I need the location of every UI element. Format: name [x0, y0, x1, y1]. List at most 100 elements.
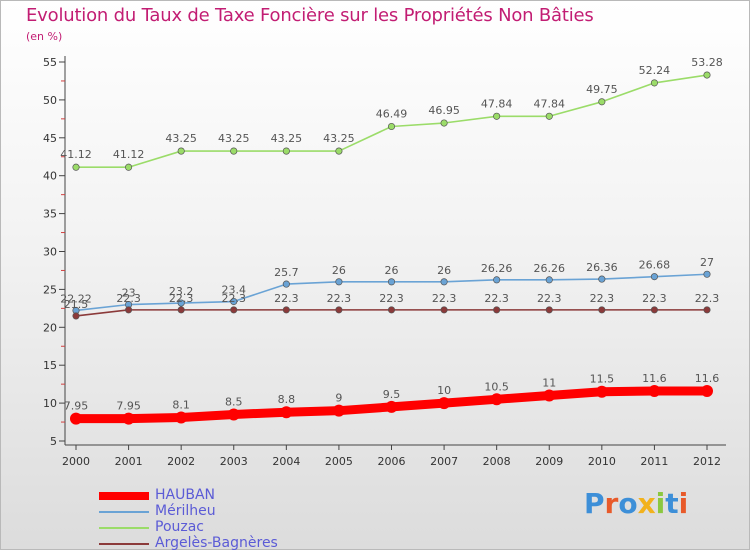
data-point-pouzac: [598, 98, 606, 106]
data-label-hauban: 7.95: [116, 400, 141, 413]
y-tick-label: 50: [43, 94, 57, 107]
data-label-argelès-bagnères: 22.3: [169, 292, 194, 305]
y-tick-label: 15: [43, 359, 57, 372]
data-label-argelès-bagnères: 22.3: [642, 292, 667, 305]
data-label-mérilheu: 26: [332, 264, 346, 277]
data-label-argelès-bagnères: 22.3: [695, 292, 720, 305]
data-point-argelès-bagnères: [598, 306, 606, 314]
y-tick-label: 55: [43, 56, 57, 69]
x-tick-label: 2008: [483, 455, 511, 468]
legend-label-argeles-bagneres: Argelès-Bagnères: [155, 535, 278, 551]
x-tick-label: 2007: [430, 455, 458, 468]
data-point-hauban: [332, 404, 345, 417]
data-point-pouzac: [545, 112, 553, 120]
x-tick-label: 2006: [378, 455, 406, 468]
data-point-argelès-bagnères: [387, 306, 396, 314]
data-label-hauban: 10: [437, 384, 451, 397]
data-label-pouzac: 43.25: [165, 132, 197, 145]
x-tick-label: 2012: [693, 455, 721, 468]
x-tick-label: 2010: [588, 455, 616, 468]
data-point-hauban: [438, 397, 451, 410]
data-label-mérilheu: 25.7: [274, 266, 299, 279]
data-point-pouzac: [387, 122, 396, 131]
data-point-pouzac: [493, 112, 501, 120]
y-tick-label: 35: [43, 208, 57, 221]
data-point-pouzac: [703, 71, 711, 79]
data-label-argelès-bagnères: 22.3: [590, 292, 615, 305]
data-label-argelès-bagnères: 22.3: [327, 292, 352, 305]
data-point-mérilheu: [335, 278, 343, 286]
x-tick-label: 2004: [272, 455, 300, 468]
data-label-mérilheu: 26: [385, 264, 399, 277]
data-label-argelès-bagnères: 21.5: [64, 298, 89, 311]
data-label-hauban: 9: [335, 392, 342, 405]
data-point-argelès-bagnères: [230, 306, 238, 314]
data-label-pouzac: 46.49: [376, 108, 408, 121]
x-tick-label: 2009: [535, 455, 563, 468]
y-tick-label: 30: [43, 246, 57, 259]
logo-text: Proxiti: [584, 487, 689, 520]
legend-label-pouzac: Pouzac: [155, 519, 205, 535]
chart-unit: (en %): [26, 30, 63, 43]
data-label-hauban: 11.5: [590, 373, 615, 386]
x-tick-label: 2003: [220, 455, 248, 468]
data-label-pouzac: 41.12: [113, 148, 145, 161]
y-tick-label: 45: [43, 132, 57, 145]
data-label-pouzac: 47.84: [481, 97, 513, 110]
data-point-pouzac: [650, 79, 658, 87]
data-point-mérilheu: [282, 280, 290, 288]
data-point-pouzac: [335, 147, 343, 155]
data-label-argelès-bagnères: 22.3: [274, 292, 299, 305]
legend-swatch-merilheu: [99, 511, 149, 513]
data-point-pouzac: [72, 163, 80, 171]
data-label-hauban: 7.95: [64, 400, 89, 413]
data-label-argelès-bagnères: 22.3: [432, 292, 457, 305]
data-point-pouzac: [282, 147, 290, 155]
data-point-mérilheu: [493, 276, 501, 284]
data-point-argelès-bagnères: [125, 306, 133, 314]
data-point-hauban: [701, 384, 713, 397]
data-point-hauban: [648, 384, 661, 397]
data-label-pouzac: 49.75: [586, 83, 618, 96]
data-label-mérilheu: 27: [700, 256, 714, 269]
proxiti-logo: Proxiti: [584, 487, 688, 520]
data-point-argelès-bagnères: [545, 306, 553, 314]
legend-swatch-hauban: [99, 492, 149, 500]
data-point-hauban: [70, 412, 82, 425]
data-label-hauban: 8.8: [278, 393, 296, 406]
data-label-mérilheu: 26.68: [639, 259, 671, 272]
data-label-mérilheu: 23.2: [169, 285, 194, 298]
data-label-pouzac: 46.95: [428, 104, 460, 117]
x-tick-label: 2005: [325, 455, 353, 468]
y-tick-label: 10: [43, 397, 57, 410]
data-label-mérilheu: 26.36: [586, 261, 618, 274]
data-point-argelès-bagnères: [650, 306, 658, 314]
data-label-pouzac: 43.25: [323, 132, 355, 145]
data-point-mérilheu: [230, 297, 238, 306]
data-label-hauban: 10.5: [484, 380, 509, 393]
x-tick-label: 2000: [62, 455, 90, 468]
x-tick-label: 2011: [640, 455, 668, 468]
data-point-pouzac: [177, 147, 185, 155]
data-point-hauban: [175, 411, 188, 424]
data-label-hauban: 9.5: [383, 388, 401, 401]
data-point-mérilheu: [440, 278, 448, 286]
data-label-argelès-bagnères: 22.3: [484, 292, 509, 305]
data-label-argelès-bagnères: 22.3: [537, 292, 562, 305]
data-label-pouzac: 53.28: [691, 56, 723, 69]
data-point-hauban: [595, 385, 608, 398]
y-tick-label: 25: [43, 283, 57, 296]
data-label-argelès-bagnères: 22.3: [222, 292, 247, 305]
data-label-hauban: 8.1: [172, 399, 190, 412]
data-label-argelès-bagnères: 22.3: [116, 292, 141, 305]
data-label-mérilheu: 23.4: [222, 284, 247, 297]
data-label-hauban: 11.6: [642, 372, 667, 385]
data-point-argelès-bagnères: [335, 306, 343, 314]
x-tick-label: 2001: [115, 455, 143, 468]
data-point-hauban: [227, 408, 240, 421]
data-label-mérilheu: 26.26: [481, 262, 513, 275]
x-tick-label: 2002: [167, 455, 195, 468]
legend-label-hauban: HAUBAN: [155, 487, 216, 503]
